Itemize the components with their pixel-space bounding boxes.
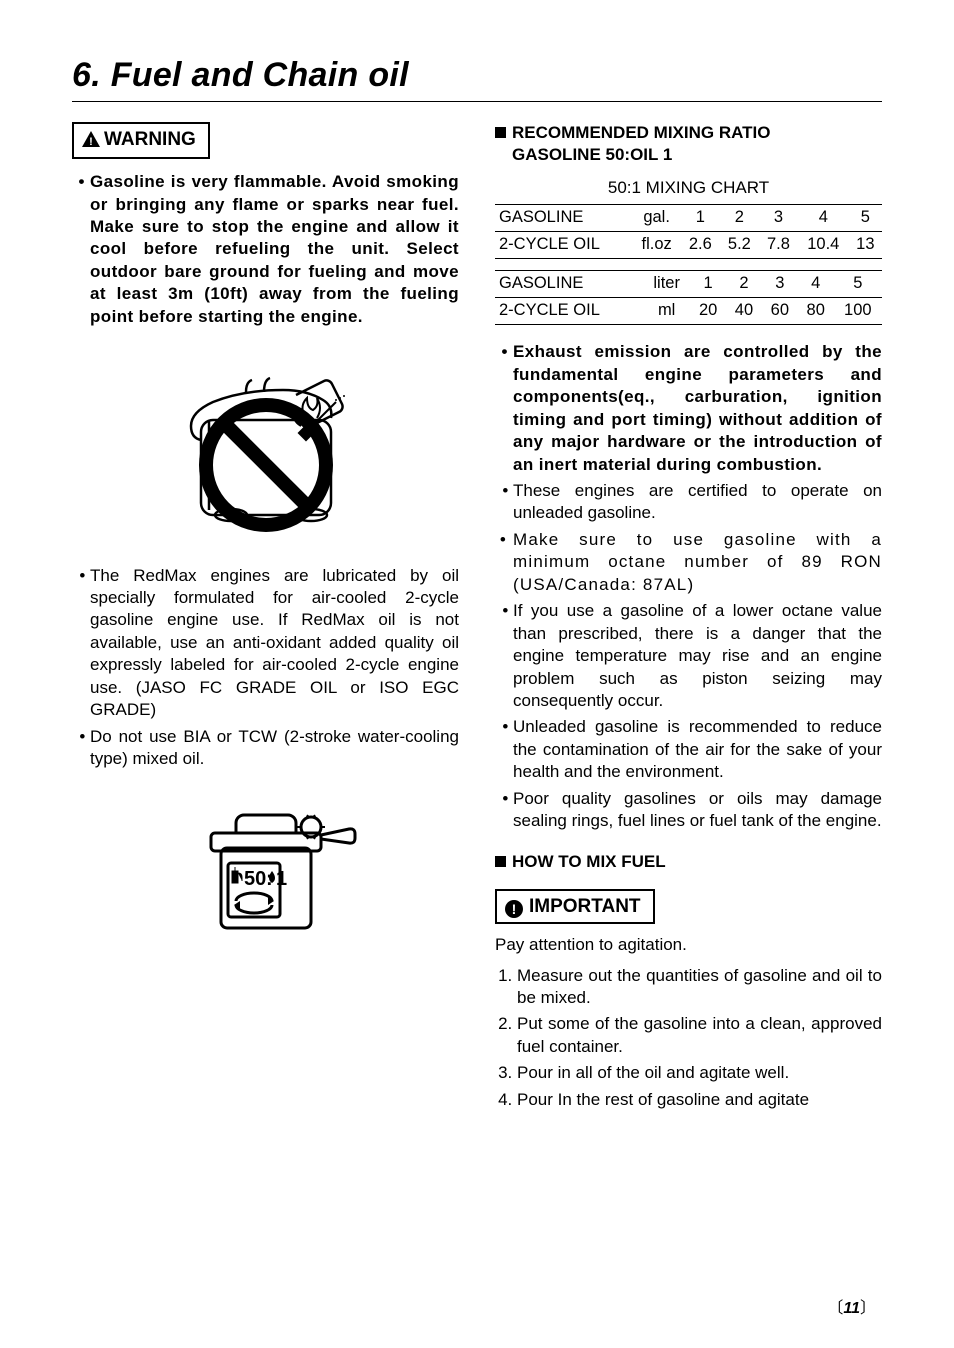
bullet-unleaded: Unleaded gasoline is recommended to redu… xyxy=(513,716,882,783)
step-3: Pour in all of the oil and agitate well. xyxy=(517,1062,882,1084)
step-2: Put some of the gasoline into a clean, a… xyxy=(517,1013,882,1058)
chart-title: 50:1 MIXING CHART xyxy=(495,177,882,199)
table-row: 2-CYCLE OILml20406080100 xyxy=(495,298,882,324)
bullet-poor-quality: Poor quality gasolines or oils may damag… xyxy=(513,788,882,833)
bullet-exhaust: Exhaust emission are controlled by the f… xyxy=(513,341,882,476)
table-row: 2-CYCLE OILfl.oz2.65.27.810.413 xyxy=(495,232,882,258)
mix-steps: Measure out the quantities of gasoline a… xyxy=(495,965,882,1112)
right-bullets: Exhaust emission are controlled by the f… xyxy=(495,341,882,832)
warning-label: WARNING xyxy=(104,129,196,150)
mix-table-gal: GASOLINEgal.12345 2-CYCLE OILfl.oz2.65.2… xyxy=(495,203,882,259)
step-1: Measure out the quantities of gasoline a… xyxy=(517,965,882,1010)
table-row: GASOLINEgal.12345 xyxy=(495,204,882,230)
square-bullet-icon xyxy=(495,856,506,867)
bullet-cert: These engines are certified to operate o… xyxy=(513,480,882,525)
mix-head-line1: RECOMMENDED MIXING RATIO xyxy=(512,123,770,142)
mix-ratio-heading: RECOMMENDED MIXING RATIO GASOLINE 50:OIL… xyxy=(495,122,882,167)
page-number: 〔11〕 xyxy=(827,1294,876,1318)
howto-heading: HOW TO MIX FUEL xyxy=(495,851,882,873)
warning-triangle-icon: ! xyxy=(82,129,100,154)
bullet-octane: Make sure to use gasoline with a minimum… xyxy=(513,529,882,596)
agitation-note: Pay attention to agitation. xyxy=(495,934,882,956)
table-row: GASOLINEliter12345 xyxy=(495,270,882,296)
howto-head-text: HOW TO MIX FUEL xyxy=(512,852,666,871)
square-bullet-icon xyxy=(495,127,506,138)
prohibit-figure xyxy=(72,350,459,546)
svg-text:!: ! xyxy=(89,136,93,147)
bullet-bia: Do not use BIA or TCW (2-stroke water-co… xyxy=(90,726,459,771)
important-circle-icon: ! xyxy=(505,900,523,918)
svg-text:1: 1 xyxy=(276,868,287,890)
lube-bullets: The RedMax engines are lubricated by oil… xyxy=(72,565,459,771)
mix-ratio-text: 50 xyxy=(244,868,266,890)
left-column: ! WARNING Gasoline is very flammable. Av… xyxy=(72,122,459,1115)
bullet-lower-octane: If you use a gasoline of a lower octane … xyxy=(513,600,882,712)
bullet-lube: The RedMax engines are lubricated by oil… xyxy=(90,565,459,722)
mix-table-liter: GASOLINEliter12345 2-CYCLE OILml20406080… xyxy=(495,269,882,325)
right-column: RECOMMENDED MIXING RATIO GASOLINE 50:OIL… xyxy=(495,122,882,1115)
step-4: Pour In the rest of gasoline and agitate xyxy=(517,1089,882,1111)
warning-text: Gasoline is very flammable. Avoid smokin… xyxy=(90,171,459,328)
important-label: IMPORTANT xyxy=(529,896,641,917)
warning-box: ! WARNING xyxy=(72,122,210,159)
important-box: ! IMPORTANT xyxy=(495,889,655,924)
mix-can-figure: 50 : 1 xyxy=(72,793,459,949)
page-title: 6. Fuel and Chain oil xyxy=(72,56,882,95)
warning-bullets: Gasoline is very flammable. Avoid smokin… xyxy=(72,171,459,328)
mix-head-line2: GASOLINE 50:OIL 1 xyxy=(512,145,672,164)
title-rule xyxy=(72,101,882,102)
